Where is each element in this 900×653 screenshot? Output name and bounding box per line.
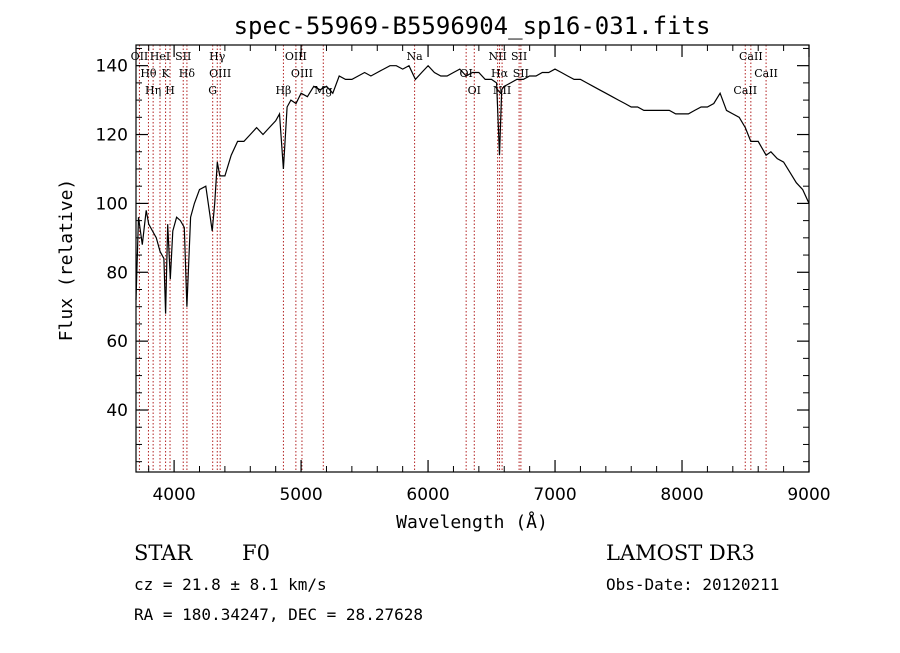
line-label: G	[208, 84, 217, 97]
y-tick-label: 100	[96, 194, 128, 214]
chart-title: spec-55969-B5596904_sp16-031.fits	[234, 12, 711, 40]
line-label: Hγ	[209, 50, 226, 63]
y-axis-label: Flux (relative)	[56, 179, 77, 342]
x-axis-label: Wavelength (Å)	[396, 511, 548, 533]
line-label: NII	[488, 50, 506, 63]
line-label: CaII	[754, 67, 778, 80]
line-label: OIII	[285, 50, 307, 63]
line-label: OI	[468, 84, 481, 97]
line-label: HeI	[150, 50, 170, 63]
y-tick-label: 60	[106, 332, 128, 352]
object-subclass: F0	[242, 541, 270, 565]
line-label: Na	[407, 50, 424, 63]
x-tick-label: 6000	[406, 485, 449, 505]
y-tick-label: 120	[96, 126, 128, 146]
x-tick-label: 4000	[152, 485, 195, 505]
line-markers	[138, 45, 767, 472]
x-tick-label: 5000	[279, 485, 322, 505]
y-tick-label: 140	[96, 57, 128, 77]
survey-name: LAMOST DR3	[606, 541, 755, 565]
line-label: OIII	[291, 67, 313, 80]
spectrum-series-line	[135, 64, 810, 314]
y-axis-ticks: 40 60 80 100 120 140	[96, 47, 809, 463]
object-class: STAR	[134, 541, 193, 565]
observation-date: Obs-Date: 20120211	[606, 575, 779, 594]
line-label: Hδ	[179, 67, 196, 80]
line-label: SII	[511, 50, 527, 63]
line-labels: OIIHθHηHeIKHSIIHδGHγOIIIHβOIIIOIIIMgNaOI…	[131, 50, 778, 97]
x-tick-label: 8000	[660, 485, 703, 505]
line-label: CaII	[733, 84, 757, 97]
line-label: CaII	[739, 50, 763, 63]
line-label: OI	[459, 67, 472, 80]
line-label: Hθ	[140, 67, 157, 80]
redshift-velocity: cz = 21.8 ± 8.1 km/s	[134, 575, 327, 594]
line-label: OIII	[209, 67, 231, 80]
line-label: Hα	[491, 67, 509, 80]
x-tick-label: 7000	[533, 485, 576, 505]
coordinates: RA = 180.34247, DEC = 28.27628	[134, 605, 423, 624]
line-label: H	[165, 84, 175, 97]
line-label: OII	[131, 50, 149, 63]
y-tick-label: 80	[106, 263, 128, 283]
line-label: SII	[513, 67, 529, 80]
plot-frame	[135, 44, 810, 473]
line-label: SII	[175, 50, 191, 63]
y-tick-label: 40	[106, 401, 128, 421]
line-label: K	[161, 67, 170, 80]
line-label: Hη	[145, 84, 161, 97]
x-tick-label: 9000	[787, 485, 830, 505]
x-axis-ticks: 4000 5000 6000 7000 8000 9000	[148, 45, 831, 505]
line-label: Hβ	[275, 84, 291, 97]
